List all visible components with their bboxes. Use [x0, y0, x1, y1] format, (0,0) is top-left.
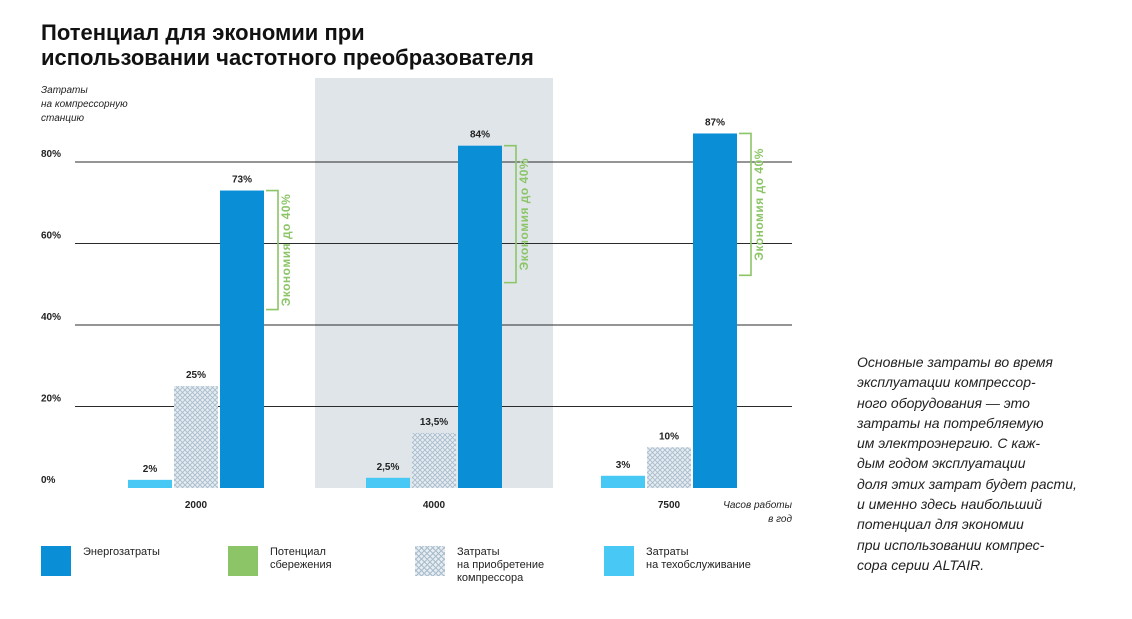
- legend-label-maintenance-line2: на техобслуживание: [646, 559, 751, 571]
- y-tick-label: 40%: [41, 312, 61, 323]
- legend-item-energy: Энергозатраты: [41, 546, 160, 576]
- legend-swatch-purchase: [415, 546, 445, 576]
- side-note-line: и именно здесь наибольший: [857, 496, 1042, 513]
- x-axis-label-line1: Часов работы: [723, 499, 792, 511]
- y-axis-label-line2: на компрессорную: [41, 99, 128, 110]
- chart-title-line1: Потенциал для экономии при: [41, 20, 365, 45]
- data-label: 10%: [659, 431, 679, 442]
- savings-annotation: Экономия до 40%: [752, 148, 766, 261]
- y-axis-label-line1: Затраты: [41, 85, 88, 96]
- legend-label-purchase-line1: Затраты: [457, 546, 500, 558]
- side-note-line: им электроэнергию. С каж-: [857, 435, 1041, 452]
- data-label: 3%: [616, 460, 631, 471]
- bar: [601, 475, 645, 488]
- x-axis-label-line2: в год: [768, 514, 792, 525]
- legend-label-saving-line1: Потенциал: [270, 546, 326, 558]
- data-label: 13,5%: [420, 417, 448, 428]
- legend-swatch-saving: [228, 546, 258, 576]
- savings-bracket: [266, 189, 279, 311]
- legend-item-maintenance: Затраты на техобслуживание: [604, 546, 751, 576]
- y-axis-label: Затраты на компрессорную станцию: [41, 84, 171, 126]
- legend-item-saving: Потенциал сбережения: [228, 546, 332, 576]
- legend-label-purchase-line3: компрессора: [457, 572, 524, 584]
- side-note-line: дым годом эксплуатации: [857, 455, 1026, 472]
- side-note-line: при использовании компрес-: [857, 536, 1045, 553]
- bar: [412, 432, 456, 488]
- chart-title-line2: использовании частотного преобразователя: [41, 45, 534, 70]
- side-note-line: эксплуатации компрессор-: [857, 374, 1036, 391]
- legend-item-purchase: Затраты на приобретение компрессора: [415, 546, 544, 585]
- legend-swatch-maintenance: [604, 546, 634, 576]
- y-axis-label-line3: станцию: [41, 113, 85, 124]
- data-label: 84%: [470, 130, 490, 141]
- y-tick-label: 60%: [41, 231, 61, 242]
- side-note-line: ного оборудования — это: [857, 394, 1030, 411]
- data-label: 87%: [705, 117, 725, 128]
- y-tick-label: 20%: [41, 394, 61, 405]
- legend-label-energy: Энергозатраты: [83, 546, 160, 558]
- side-note-line: потенциал для экономии: [857, 516, 1024, 533]
- x-tick-label: 7500: [658, 500, 681, 511]
- savings-annotation: Экономия до 40%: [517, 158, 531, 271]
- legend-label-purchase-line2: на приобретение: [457, 559, 545, 571]
- legend-swatch-energy: [41, 546, 71, 576]
- savings-annotation: Экономия до 40%: [279, 194, 293, 307]
- bar: [458, 145, 502, 488]
- side-note-line: Основные затраты во время: [857, 354, 1053, 370]
- data-label: 2,5%: [377, 462, 400, 473]
- bar: [174, 386, 218, 488]
- y-tick-label: 80%: [41, 149, 61, 160]
- savings-bracket: [504, 144, 517, 284]
- data-label: 73%: [232, 175, 252, 186]
- side-note-line: затраты на потребляемую: [857, 414, 1044, 431]
- bar: [366, 477, 410, 488]
- y-tick-label: 0%: [41, 475, 56, 486]
- bar: [647, 447, 691, 488]
- side-note: Основные затраты во время эксплуатации ко…: [857, 352, 1107, 575]
- legend-label-saving-line2: сбережения: [270, 559, 332, 571]
- side-note-line: сора серии ALTAIR.: [857, 556, 985, 573]
- x-tick-label: 4000: [423, 500, 446, 511]
- bar: [220, 190, 264, 488]
- chart-title: Потенциал для экономии при использовании…: [41, 20, 681, 70]
- bar: [693, 133, 737, 488]
- legend-label-maintenance-line1: Затраты: [646, 546, 689, 558]
- data-label: 2%: [143, 464, 158, 475]
- side-note-line: доля этих затрат будет расти,: [857, 475, 1077, 492]
- data-label: 25%: [186, 370, 206, 381]
- savings-bracket: [739, 132, 752, 277]
- bar: [128, 479, 172, 488]
- x-tick-label: 2000: [185, 500, 208, 511]
